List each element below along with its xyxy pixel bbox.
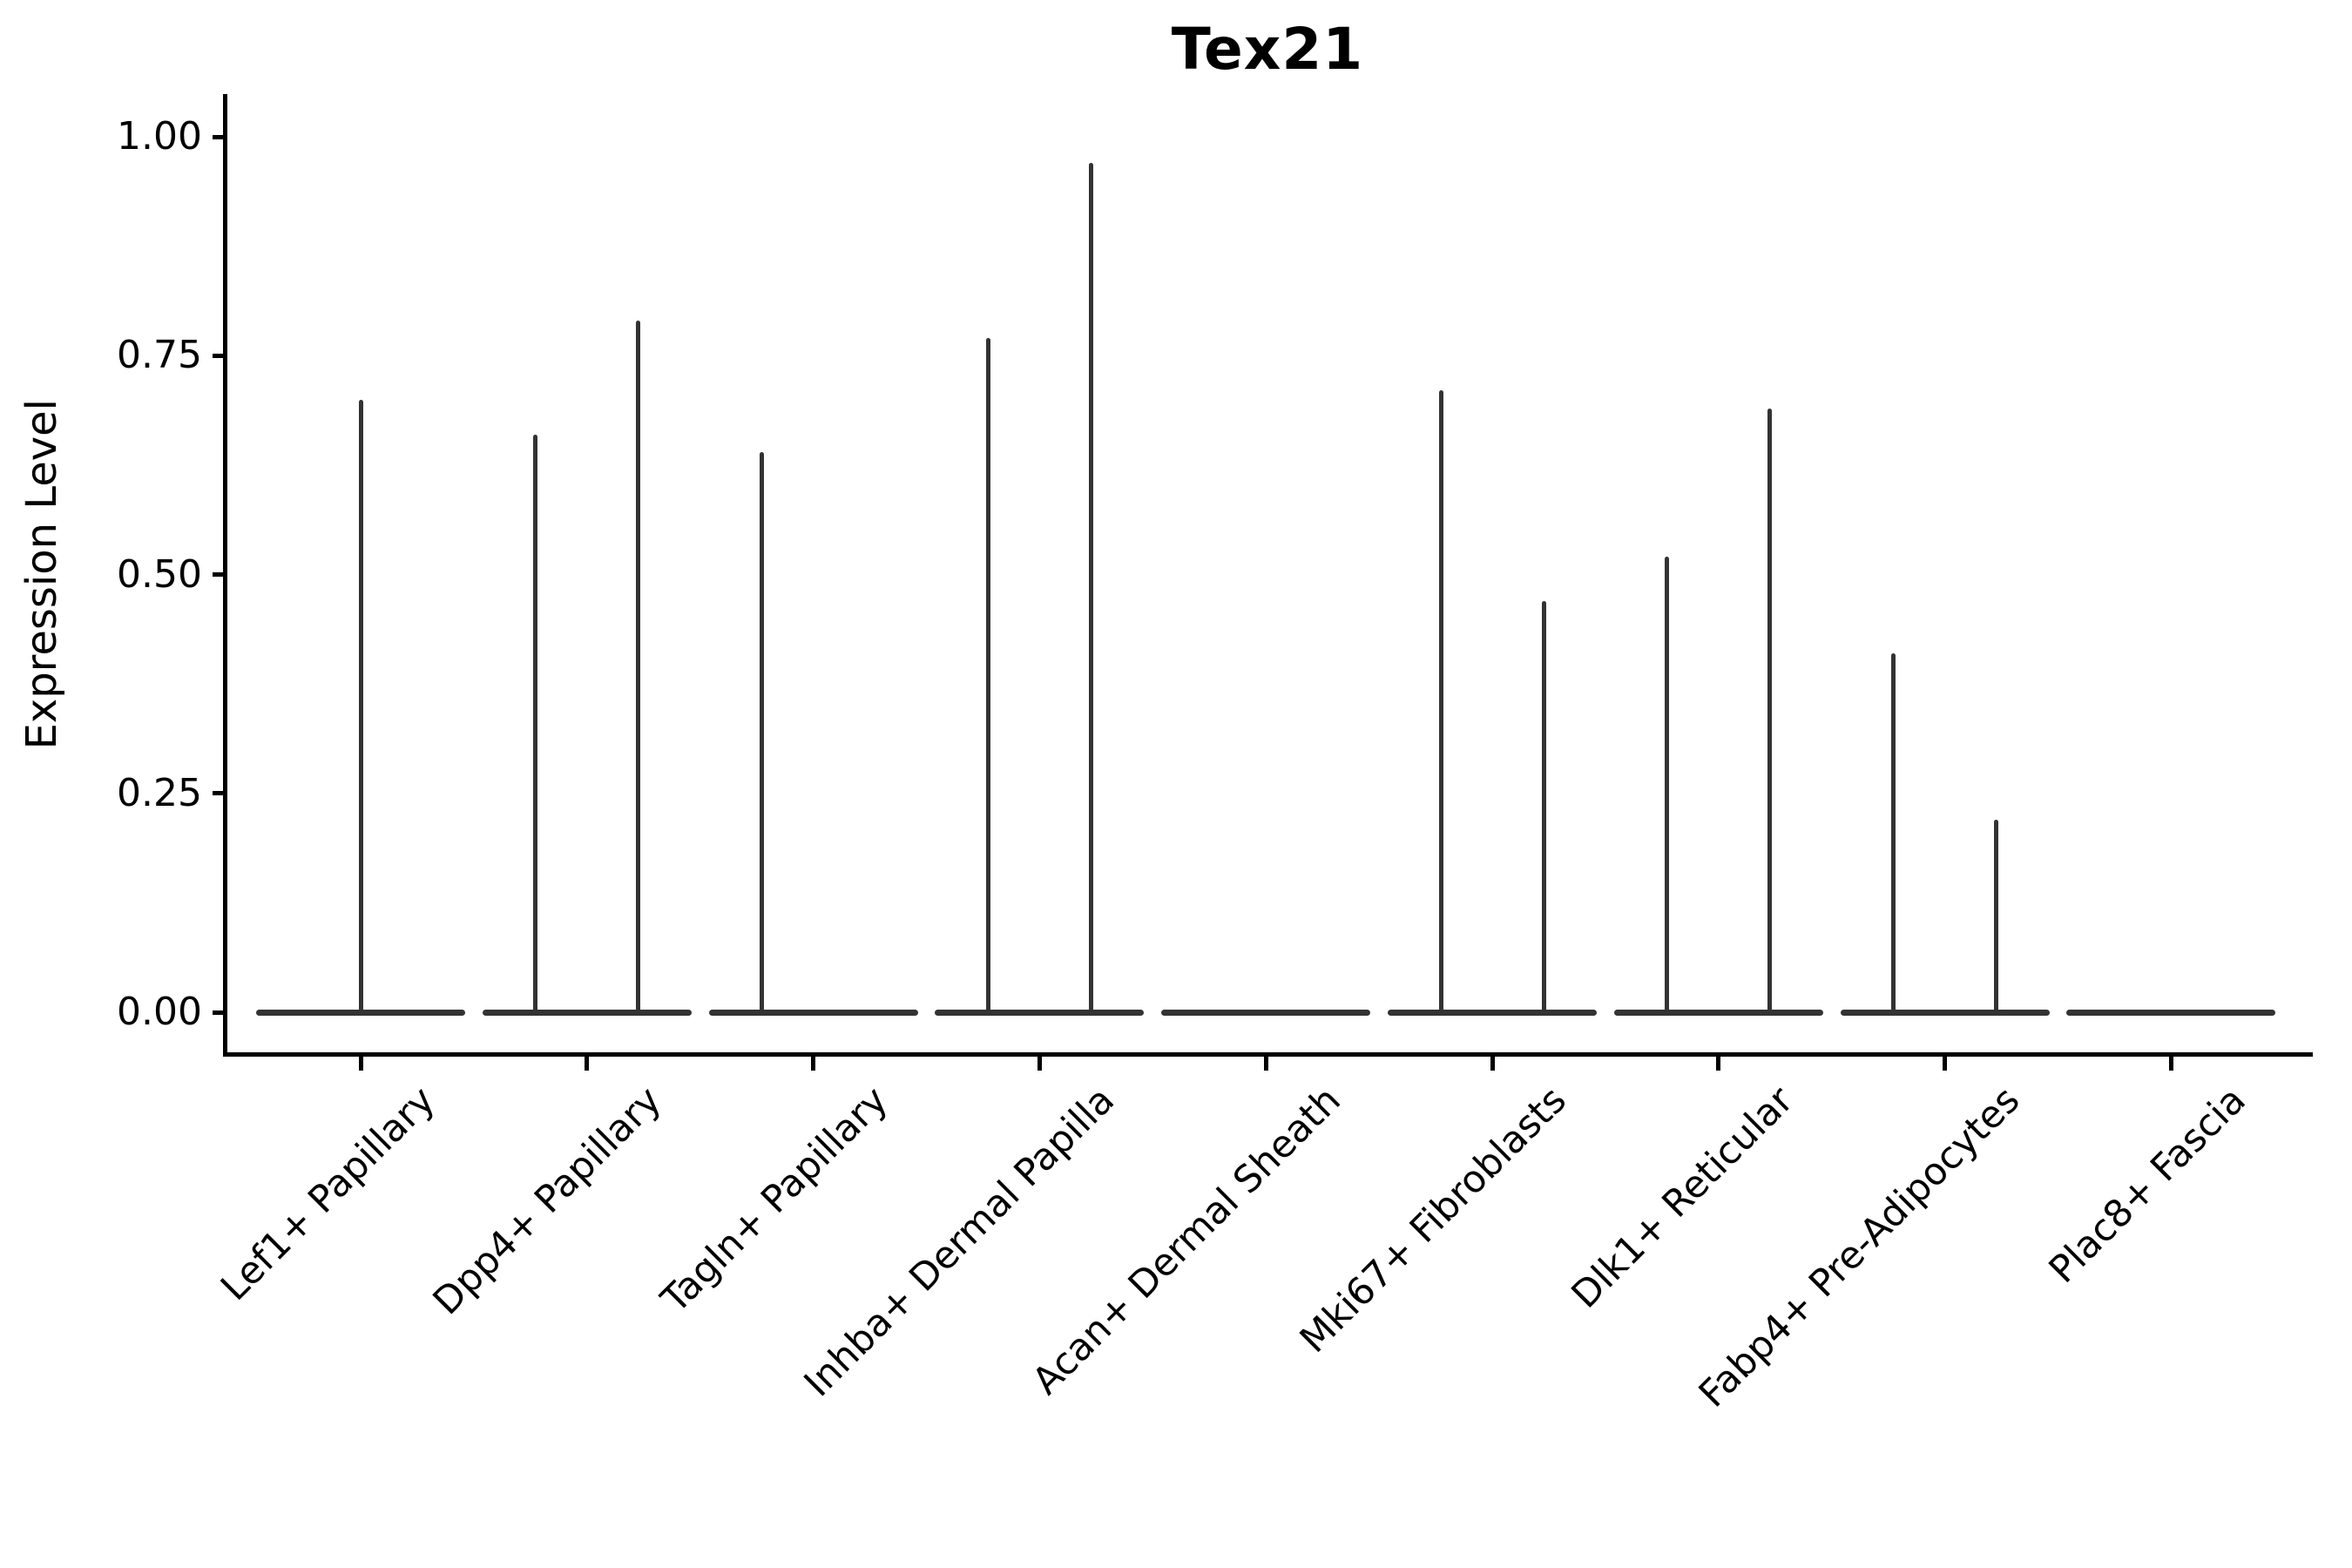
y-axis-tick-label: 0.25 bbox=[117, 770, 202, 815]
violin-baseline bbox=[2066, 1010, 2276, 1016]
violin-density-spike bbox=[1891, 652, 1896, 1012]
x-axis-tick bbox=[811, 1057, 816, 1071]
y-axis-tick bbox=[213, 353, 225, 358]
violin-density-spike bbox=[358, 399, 363, 1012]
x-axis-tick bbox=[358, 1057, 363, 1071]
x-axis-tick-label: Plac8+ Fascia bbox=[2040, 1078, 2254, 1292]
x-axis-tick bbox=[1037, 1057, 1042, 1071]
x-axis-tick-label: Dpp4+ Papillary bbox=[424, 1078, 671, 1324]
violin-baseline bbox=[1161, 1010, 1371, 1016]
violin-baseline bbox=[1613, 1010, 1823, 1016]
y-axis-tick bbox=[213, 134, 225, 139]
violin-density-spike bbox=[533, 434, 538, 1012]
violin-baseline bbox=[1388, 1010, 1597, 1016]
violin-density-spike bbox=[1665, 557, 1670, 1012]
y-axis-tick-label: 0.50 bbox=[117, 551, 202, 597]
violin-density-spike bbox=[1541, 600, 1546, 1012]
x-axis-tick bbox=[2168, 1057, 2173, 1071]
x-axis-tick-label: Tagln+ Papillary bbox=[652, 1078, 896, 1322]
y-axis-tick-label: 1.00 bbox=[117, 114, 202, 159]
violin-baseline bbox=[482, 1010, 692, 1016]
x-axis-tick-label: Lef1+ Papillary bbox=[213, 1078, 444, 1310]
x-axis-tick bbox=[1490, 1057, 1495, 1071]
x-axis-tick bbox=[1716, 1057, 1721, 1071]
x-axis-tick bbox=[1263, 1057, 1268, 1071]
violin-density-spike bbox=[1767, 408, 1773, 1012]
x-axis-tick bbox=[1943, 1057, 1948, 1071]
y-axis-tick bbox=[213, 572, 225, 577]
violin-density-spike bbox=[760, 451, 765, 1012]
violin-density-spike bbox=[1994, 819, 1999, 1012]
violin-baseline bbox=[708, 1010, 918, 1016]
violin-baseline bbox=[935, 1010, 1145, 1016]
y-axis-tick bbox=[213, 1010, 225, 1015]
chart-title: Tex21 bbox=[1171, 16, 1364, 83]
violin-density-spike bbox=[1438, 390, 1443, 1012]
violin-density-spike bbox=[985, 338, 990, 1012]
violin-baseline bbox=[1840, 1010, 2050, 1016]
violin-density-spike bbox=[636, 321, 641, 1012]
x-axis-tick-label: Dlk1+ Reticular bbox=[1563, 1078, 1802, 1317]
x-axis-tick bbox=[585, 1057, 590, 1071]
violin-baseline bbox=[256, 1010, 465, 1016]
y-axis-spine bbox=[223, 94, 227, 1057]
violin-density-spike bbox=[1088, 163, 1093, 1012]
y-axis-tick-label: 0.75 bbox=[117, 333, 202, 378]
y-axis-tick-label: 0.00 bbox=[117, 990, 202, 1034]
x-axis-spine bbox=[223, 1052, 2313, 1057]
y-axis-tick bbox=[213, 791, 225, 796]
